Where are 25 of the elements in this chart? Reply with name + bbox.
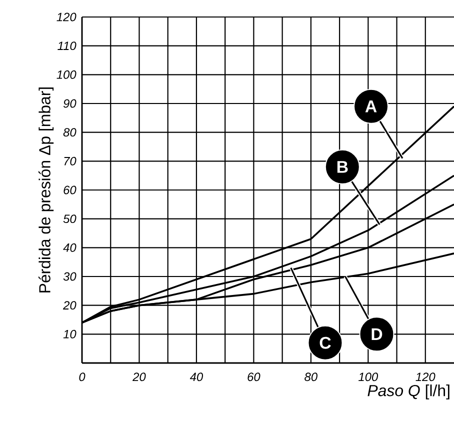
y-tick-label: 120 [56,12,76,22]
y-tick-label: 70 [64,156,76,166]
y-tick-label: 50 [63,214,76,224]
y-tick-label: 90 [63,99,76,108]
annotation: C [320,336,331,349]
x-tick-label: 0 [79,372,86,382]
y-tick-label: 100 [56,70,76,79]
y-tick-label: 80 [63,128,76,137]
x-tick-label: 100 [358,372,378,382]
annotation: B [337,161,348,173]
y-tick-label: 20 [62,301,76,310]
x-tick-label: 40 [190,372,204,382]
x-axis-title: Paso Q [l/h] [368,384,450,400]
y-tick-label: 60 [64,186,76,194]
y-tick-label: 40 [63,243,76,252]
y-tick-label: 10 [63,330,76,338]
x-tick-label: 120 [416,372,436,382]
y-tick-label: 30 [63,272,76,281]
annotation: A [365,100,377,112]
x-tick-label: 60 [248,372,260,382]
x-tick-label: 80 [304,372,318,382]
y-tick-label: 110 [58,42,76,50]
x-tick-label: 20 [132,372,146,382]
annotation: D [372,328,382,340]
y-axis-title: Pérdida de presión Δp [mbar] [38,87,54,292]
